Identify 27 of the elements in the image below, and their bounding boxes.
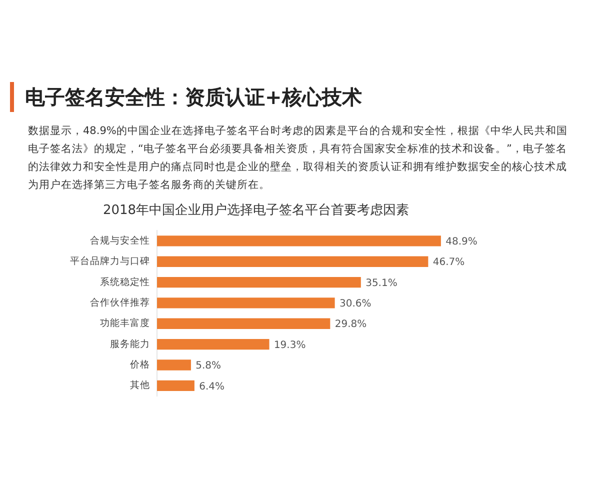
y-tick-label: 系统稳定性 — [100, 276, 150, 288]
data-label: 5.8% — [196, 360, 222, 372]
y-tick-label: 合规与安全性 — [90, 234, 150, 246]
chart-subtitle: 2018年中国企业用户选择电子签名平台首要考虑因素 — [102, 203, 410, 218]
bar — [157, 380, 194, 391]
data-label: 19.3% — [274, 340, 306, 351]
y-tick-label: 服务能力 — [110, 338, 150, 350]
bar — [157, 318, 330, 329]
data-label: 48.9% — [446, 236, 478, 248]
bar — [157, 360, 191, 370]
bar — [157, 256, 428, 267]
y-tick-label: 价格 — [129, 358, 150, 370]
data-label: 46.7% — [432, 257, 465, 268]
chart-title: 电子签名安全性：资质认证+核心技术 — [25, 84, 362, 111]
bar — [157, 298, 335, 308]
text: 数据显示，48.9%的中国企业在选择电子签名平台时考虑的因素是平台的合规和安全性，根据《中华人民共和国电子签名法》的规定，“电子签名平台必须要具备相关资质，具有符合国家安全标准的技术和设备。”，电子签名的法律效力和安全性是用户的痛点同时也是企业的壁垒，取得相关的资质认证和拥有维护数据安全的核心技术成为用户在选择第三方电子签名服务商的关键所在。 — [28, 124, 568, 193]
data-label: 30.6% — [339, 298, 372, 310]
data-label: 6.4% — [199, 381, 225, 392]
bar — [157, 338, 270, 350]
data-label: 29.8% — [334, 319, 367, 330]
y-tick-label: 合作伙伴推荐 — [90, 296, 150, 308]
bar — [157, 236, 441, 246]
y-tick-label: 其他 — [130, 379, 150, 392]
y-tick-label: 平台品牌力与口碑 — [70, 255, 150, 268]
data-label: 35.1% — [366, 278, 398, 289]
y-tick-label: 功能丰富度 — [100, 317, 150, 330]
bar — [157, 276, 361, 288]
